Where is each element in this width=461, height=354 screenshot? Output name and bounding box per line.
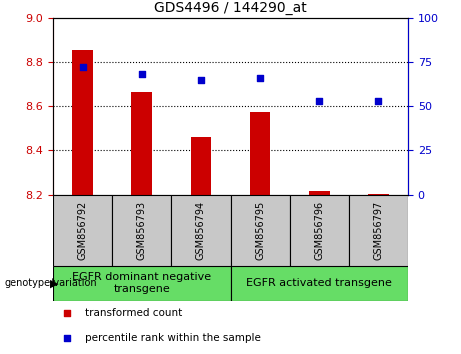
Bar bbox=[72, 50, 93, 195]
Text: ▶: ▶ bbox=[50, 278, 58, 288]
Text: GSM856792: GSM856792 bbox=[77, 200, 88, 260]
Bar bbox=[309, 192, 330, 195]
Text: EGFR activated transgene: EGFR activated transgene bbox=[246, 278, 392, 288]
Bar bbox=[349, 195, 408, 266]
Bar bbox=[230, 195, 290, 266]
Point bbox=[197, 77, 205, 82]
Point bbox=[138, 72, 145, 77]
Bar bbox=[131, 92, 152, 195]
Text: EGFR dominant negative
transgene: EGFR dominant negative transgene bbox=[72, 272, 211, 294]
Bar bbox=[112, 195, 171, 266]
Point bbox=[64, 335, 71, 341]
Point bbox=[79, 64, 86, 70]
Bar bbox=[53, 266, 230, 301]
Bar bbox=[190, 137, 211, 195]
Bar bbox=[53, 195, 112, 266]
Bar bbox=[368, 194, 389, 195]
Text: genotype/variation: genotype/variation bbox=[5, 278, 97, 288]
Text: GSM856797: GSM856797 bbox=[373, 200, 384, 260]
Text: percentile rank within the sample: percentile rank within the sample bbox=[85, 333, 261, 343]
Bar bbox=[171, 195, 230, 266]
Bar bbox=[290, 195, 349, 266]
Text: transformed count: transformed count bbox=[85, 308, 182, 318]
Text: GSM856795: GSM856795 bbox=[255, 200, 265, 260]
Text: GSM856794: GSM856794 bbox=[196, 200, 206, 260]
Point bbox=[315, 98, 323, 104]
Point bbox=[375, 98, 382, 104]
Point bbox=[64, 310, 71, 316]
Text: GSM856796: GSM856796 bbox=[314, 200, 324, 260]
Text: GSM856793: GSM856793 bbox=[137, 200, 147, 260]
Title: GDS4496 / 144290_at: GDS4496 / 144290_at bbox=[154, 1, 307, 15]
Bar bbox=[250, 112, 271, 195]
Bar bbox=[230, 266, 408, 301]
Point bbox=[256, 75, 264, 81]
